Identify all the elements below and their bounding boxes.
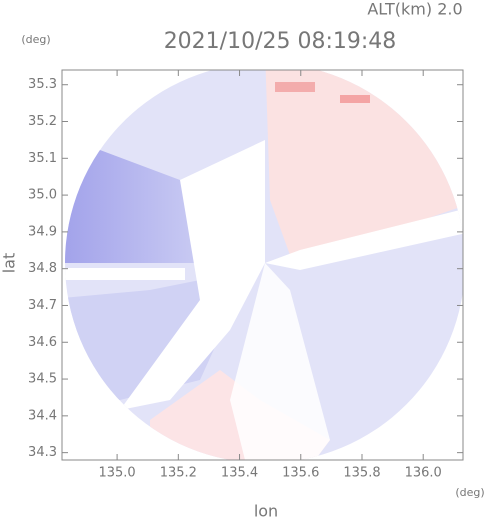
- x-tick-label: 135.6: [282, 466, 319, 481]
- y-tick-label: 34.6: [28, 335, 57, 350]
- y-tick-label: 35.0: [28, 188, 57, 203]
- y-unit: (deg): [21, 33, 50, 46]
- chart-title: 2021/10/25 08:19:48: [164, 29, 397, 54]
- y-tick-label: 34.9: [28, 224, 57, 239]
- y-tick-label: 35.3: [28, 77, 57, 92]
- y-tick-label: 34.4: [28, 408, 57, 423]
- y-tick-label: 34.8: [28, 261, 57, 276]
- x-tick-label: 135.4: [221, 466, 258, 481]
- y-tick-label: 35.2: [28, 114, 57, 129]
- y-tick-label: 34.5: [28, 372, 57, 387]
- y-tick-label: 34.3: [28, 445, 57, 460]
- y-tick-label: 34.7: [28, 298, 57, 313]
- plot-frame: [61, 69, 464, 461]
- y-axis-label: lat: [0, 253, 19, 274]
- x-tick-label: 135.0: [98, 466, 135, 481]
- altitude: ALT(km) 2.0: [367, 0, 462, 19]
- y-tick-label: 35.1: [28, 151, 57, 166]
- x-tick-label: 135.8: [343, 466, 380, 481]
- x-tick-label: 135.2: [160, 466, 197, 481]
- x-tick-label: 136.0: [405, 466, 442, 481]
- x-axis-label: lon: [254, 502, 278, 521]
- radar-image: [65, 70, 463, 460]
- x-unit: (deg): [455, 486, 484, 499]
